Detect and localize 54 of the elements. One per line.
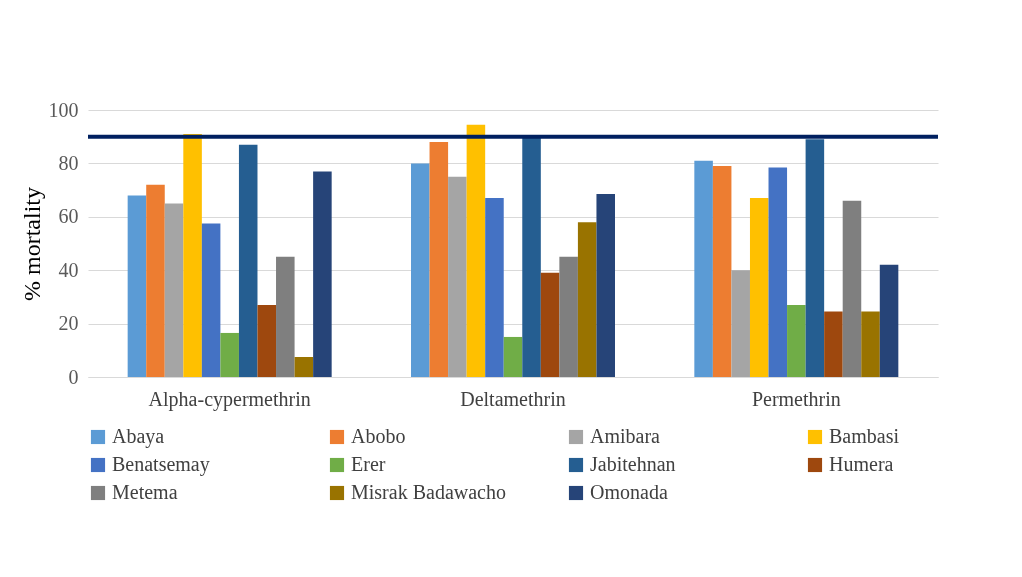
bar [577,222,597,377]
y-tick-label: 100 [48,98,79,121]
bar [238,144,258,377]
bar [146,184,165,377]
bar [127,195,147,377]
bar [429,142,449,377]
bar [411,163,430,377]
legend-label: Abaya [112,425,165,448]
bar [201,223,221,377]
legend-label: Omonada [590,481,668,503]
bar [879,264,899,377]
legend-label: Metema [112,481,178,503]
bar [824,311,843,377]
bar [540,272,560,377]
bar [294,356,314,377]
bar [466,124,486,377]
bar [787,304,806,377]
bar [183,134,202,377]
y-tick-label: 20 [58,312,79,335]
bar [276,256,295,377]
bar [522,136,541,377]
y-tick-label: 40 [58,258,79,281]
legend-label: Abobo [351,425,406,447]
bar [749,198,769,377]
legend-label: Erer [351,453,386,475]
bar [694,160,713,377]
bar [559,256,578,377]
legend-label: Amibara [590,425,661,447]
y-tick-label: 0 [68,365,79,388]
bar [257,304,277,377]
y-tick-label: 60 [58,205,79,228]
bar [768,167,788,377]
bar [448,176,467,377]
legend-label: Jabitehnan [590,453,676,475]
legend-label: Misrak Badawacho [351,481,506,503]
bar [164,203,184,377]
bar [861,311,880,377]
bar [220,332,239,377]
legend-label: Benatsemay [112,453,210,476]
y-axis-title: % mortality [18,187,45,301]
bar [313,171,332,377]
bar [805,139,825,377]
bar [503,336,523,377]
x-tick-label: Deltamethrin [460,387,566,410]
legend-label: Bambasi [829,425,900,447]
y-tick-label: 80 [58,151,79,174]
x-tick-label: Alpha-cypermethrin [148,387,311,411]
bar [842,200,862,377]
x-tick-label: Permethrin [751,387,841,410]
bar [485,198,504,377]
bar [712,166,732,377]
bar [731,270,750,377]
legend-label: Humera [829,453,894,475]
bar [596,194,615,377]
